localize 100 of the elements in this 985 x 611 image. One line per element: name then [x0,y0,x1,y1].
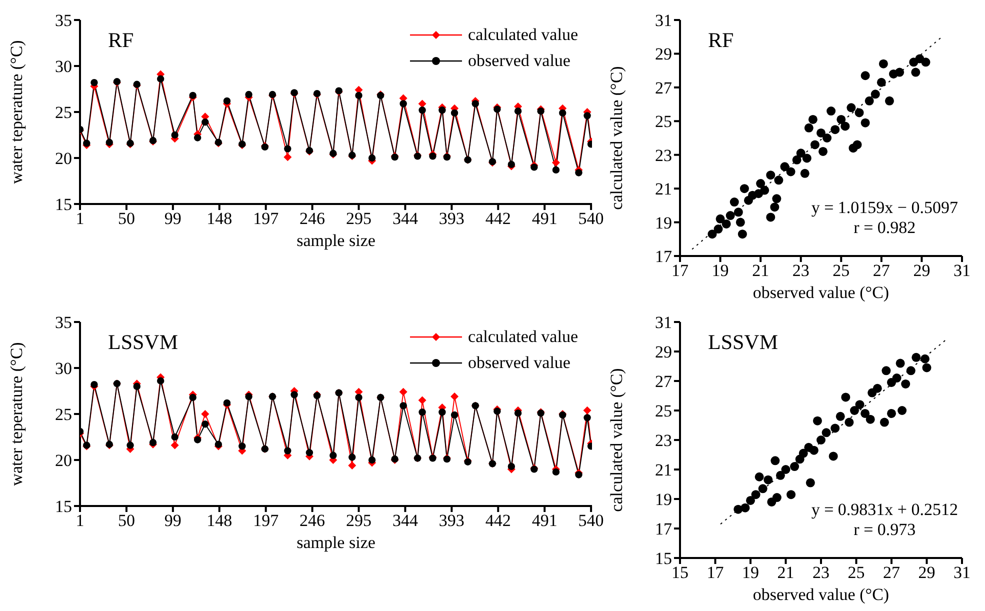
point [804,123,814,132]
point [575,471,582,478]
point [418,100,426,108]
point [171,131,178,139]
point [911,68,920,77]
point [855,400,864,410]
point [494,106,501,113]
x-tick-label: 17 [706,563,724,582]
annotation: r = 0.982 [852,218,917,238]
point [780,162,790,172]
point [786,167,796,176]
point [714,224,723,234]
point [816,128,826,138]
y-tick-label: 30 [55,359,72,378]
y-tick-label: 17 [655,247,672,266]
point [812,416,822,426]
point [584,112,591,120]
point [400,402,407,410]
y-axis-title: calculated value (°C) [607,368,626,512]
x-tick-label: 197 [253,511,280,530]
point [368,456,376,464]
point [170,441,179,450]
x-tick-label: 21 [752,261,770,280]
x-tick-label: 27 [872,261,890,280]
x-tick-label: 344 [392,511,418,530]
point [736,218,745,227]
point [740,503,750,512]
point [781,465,790,474]
point [156,75,164,82]
legend-label: observed value [468,353,570,373]
point [738,230,747,239]
x-tick-label: 197 [253,209,280,228]
point [798,448,808,458]
point [245,90,252,98]
x-tick-label: 25 [832,261,850,280]
y-tick-label: 15 [55,195,72,214]
point [202,420,209,428]
point [355,92,362,100]
point [806,478,815,488]
y-tick-label: 31 [655,313,672,332]
point [809,446,818,455]
point [306,449,314,456]
point [786,490,796,500]
point [921,58,930,67]
point [552,166,560,174]
y-tick-label: 25 [55,405,72,424]
x-tick-label: 295 [346,209,372,228]
y-tick-label: 25 [655,112,672,132]
point [194,134,202,142]
point [756,179,766,188]
point [896,358,905,368]
point [708,230,717,239]
x-tick-label: 540 [578,511,604,530]
point [808,114,818,124]
point [90,78,98,86]
annotation: y = 1.0159x − 0.5097 [811,198,958,218]
x-tick-label: 295 [346,511,372,530]
point [764,475,773,484]
chart-title: RF [708,28,734,53]
point [864,96,874,106]
point [418,408,426,416]
point [887,408,896,418]
y-tick-label: 30 [55,57,72,76]
point [754,472,764,482]
x-tick-label: 50 [118,511,135,530]
point [214,440,222,448]
point [438,408,446,416]
point [722,219,731,228]
y-tick-label: 21 [655,460,672,480]
point [400,100,407,108]
y-tick-label: 23 [655,146,672,165]
point [284,153,292,162]
x-tick-label: 1 [76,209,84,228]
point [530,164,538,171]
point [189,394,196,402]
point [822,134,832,142]
x-tick-label: 148 [206,511,232,530]
point [450,392,459,401]
point [772,493,782,502]
point [716,214,725,224]
point [284,447,292,454]
point [746,496,755,505]
y-tick-label: 19 [655,490,672,510]
x-tick-label: 21 [777,563,794,582]
x-tick-label: 491 [532,511,558,530]
point [194,436,202,444]
y-tick-label: 27 [655,372,672,392]
point [514,107,522,115]
point [870,90,880,99]
point [438,106,446,114]
point [730,198,739,207]
point [758,484,768,494]
point [841,392,850,402]
legend-label: observed value [468,51,570,71]
point [872,384,882,393]
x-tick-label: 344 [392,209,418,228]
point [898,406,907,415]
point [368,154,376,162]
x-tick-label: 23 [792,261,810,280]
point [740,184,749,194]
